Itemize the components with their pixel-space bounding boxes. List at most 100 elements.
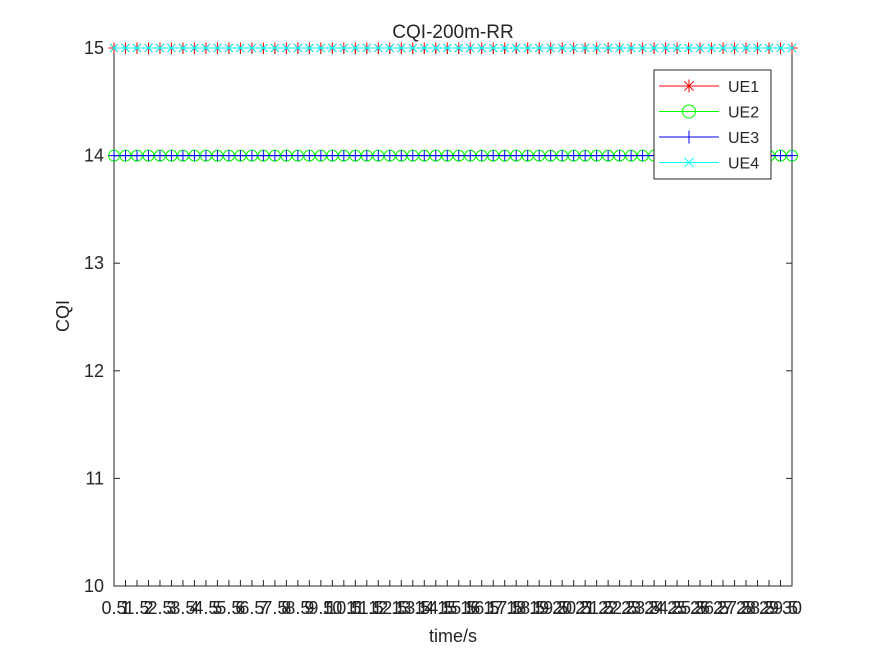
x-tick-label: 21: [575, 598, 595, 618]
data-point-ue3: [395, 150, 407, 162]
data-point-ue3: [510, 150, 522, 162]
data-point-ue4: [649, 43, 659, 53]
data-point-ue4: [477, 43, 487, 53]
data-point-ue3: [579, 150, 591, 162]
series-layer: [108, 42, 798, 162]
x-tick-label: 19.5: [533, 598, 568, 618]
data-point-ue4: [695, 43, 705, 53]
data-point-ue4: [431, 43, 441, 53]
data-point-ue4: [569, 43, 578, 53]
data-point-ue4: [419, 43, 429, 53]
data-point-ue4: [730, 43, 739, 53]
data-point-ue4: [661, 43, 670, 53]
data-point-ue4: [511, 43, 521, 53]
x-tick-label: 28.5: [740, 598, 775, 618]
data-point-ue3: [338, 150, 350, 162]
legend-label: UE3: [728, 130, 759, 147]
data-point-ue4: [373, 43, 383, 53]
data-point-ue4: [155, 43, 165, 53]
x-tick-label: 8.5: [285, 598, 310, 618]
series-ue4: [109, 43, 797, 53]
data-point-ue4: [534, 43, 544, 53]
legend-item-ue2: UE2: [659, 104, 759, 122]
data-point-ue3: [361, 150, 373, 162]
data-point-ue4: [454, 43, 464, 53]
x-tick-label: 7.5: [262, 598, 287, 618]
data-point-ue3: [453, 150, 465, 162]
y-tick-label: 11: [85, 468, 104, 488]
data-point-ue4: [144, 43, 153, 53]
data-point-ue4: [305, 43, 314, 53]
data-point-ue3: [637, 150, 649, 162]
data-point-ue4: [339, 43, 349, 53]
data-point-ue4: [270, 43, 280, 53]
y-tick-label: 12: [84, 361, 104, 381]
x-tick-label: 12: [368, 598, 388, 618]
data-point-ue4: [764, 43, 774, 53]
data-point-ue3: [234, 150, 246, 162]
data-point-ue4: [385, 43, 395, 53]
data-point-ue3: [108, 150, 120, 162]
data-point-ue4: [328, 43, 337, 53]
data-point-ue4: [615, 43, 624, 53]
x-tick-label: 21.5: [579, 598, 614, 618]
data-point-ue4: [776, 43, 785, 53]
x-tick-label: 27.5: [717, 598, 752, 618]
x-tick-label: 4.5: [193, 598, 218, 618]
x-tick-label: 24.5: [648, 598, 683, 618]
data-point-ue3: [292, 150, 304, 162]
data-point-ue3: [407, 150, 419, 162]
data-point-ue3: [200, 150, 212, 162]
x-tick-label: 6: [235, 598, 245, 618]
data-point-ue4: [707, 43, 716, 53]
x-axis-label: time/s: [429, 626, 477, 646]
x-tick-label: 18.5: [510, 598, 545, 618]
x-tick-label: 4: [189, 598, 199, 618]
data-point-ue3: [269, 150, 281, 162]
data-point-ue4: [592, 43, 601, 53]
x-tick-label: 1: [120, 598, 130, 618]
legend-label: UE1: [728, 79, 759, 96]
data-point-ue3: [165, 150, 177, 162]
data-point-ue4: [201, 43, 211, 53]
data-point-ue4: [236, 43, 245, 53]
x-tick-label: 18: [506, 598, 526, 618]
x-tick-label: 13: [391, 598, 411, 618]
data-point-ue3: [211, 150, 223, 162]
data-point-ue4: [500, 43, 510, 53]
data-point-ue4: [224, 43, 234, 53]
data-point-ue4: [408, 43, 418, 53]
x-tick-label: 12.5: [372, 598, 407, 618]
data-point-ue4: [580, 43, 590, 53]
data-point-ue4: [167, 43, 176, 53]
legend-box: [653, 69, 772, 180]
x-tick-label: 22.5: [602, 598, 637, 618]
data-point-ue3: [177, 150, 189, 162]
data-point-ue3: [223, 150, 235, 162]
x-tick-label: 9.5: [308, 598, 333, 618]
x-tick-label: 11.5: [350, 598, 384, 618]
legend-label: UE2: [728, 105, 759, 122]
data-point-ue4: [741, 43, 751, 53]
y-tick-label: 13: [84, 253, 104, 273]
data-point-ue3: [154, 150, 166, 162]
x-tick-label: 17: [483, 598, 503, 618]
x-tick-label: 22: [598, 598, 618, 618]
data-point-ue4: [132, 43, 142, 53]
x-tick-label: 0.5: [101, 598, 126, 618]
data-point-ue3: [591, 150, 603, 162]
data-point-ue4: [178, 43, 188, 53]
x-tick-label: 28: [736, 598, 756, 618]
data-point-ue3: [119, 150, 131, 162]
data-point-ue4: [351, 43, 360, 53]
x-tick-label: 6.5: [239, 598, 264, 618]
x-tick-label: 13.5: [395, 598, 430, 618]
legend-item-ue1: UE1: [659, 79, 759, 96]
data-point-ue4: [557, 43, 567, 53]
x-tick-label: 5: [212, 598, 222, 618]
data-point-ue4: [603, 43, 613, 53]
data-point-ue3: [384, 150, 396, 162]
data-point-ue3: [246, 150, 258, 162]
